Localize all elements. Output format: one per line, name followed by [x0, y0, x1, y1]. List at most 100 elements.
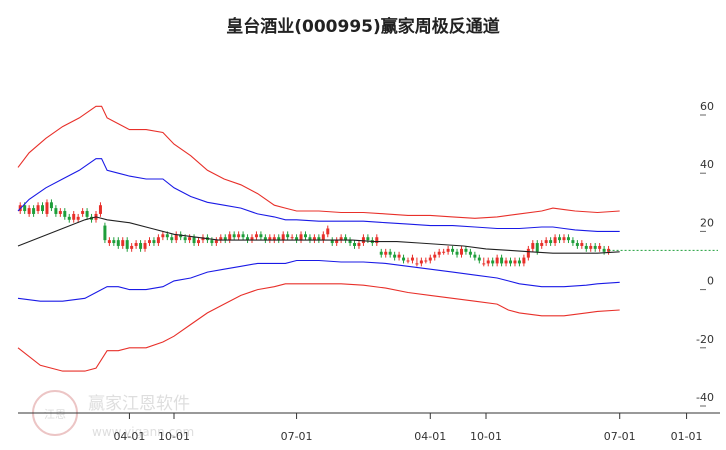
candle-body: [219, 237, 223, 241]
candle-body: [486, 260, 490, 264]
candle-body: [433, 254, 437, 258]
candle-body: [353, 243, 357, 246]
candle-body: [317, 237, 321, 241]
candle-body: [303, 234, 307, 238]
candle-body: [589, 245, 593, 249]
x-axis: 04-01 10-01 07-01 04-01 10-01 07-01 01-01: [18, 412, 720, 443]
candle-body: [446, 248, 450, 252]
candle-body: [517, 260, 521, 264]
candle-body: [188, 237, 192, 241]
candle-body: [375, 237, 379, 244]
candle-body: [437, 251, 441, 255]
candle-body: [402, 257, 406, 261]
candle-body: [379, 251, 383, 255]
candle-body: [580, 243, 584, 246]
candle-body: [388, 251, 392, 255]
candle-body: [540, 243, 544, 246]
candle-body: [107, 240, 111, 244]
candle-body: [281, 234, 285, 241]
candle-body: [464, 248, 468, 252]
y-tick-label: -20: [696, 333, 714, 346]
candle-body: [116, 240, 120, 246]
y-tick-label: 0: [707, 275, 714, 288]
candle-body: [45, 202, 49, 214]
candle-body: [397, 254, 401, 258]
candle-body: [179, 234, 183, 238]
candle-body: [393, 254, 397, 258]
candle-body: [81, 211, 85, 214]
candle-body: [312, 237, 316, 241]
channel-upper-inner-line: [17, 158, 620, 232]
candle-body: [152, 240, 156, 244]
candle-body: [130, 245, 134, 249]
candle-body: [491, 260, 495, 264]
candle-body: [344, 237, 348, 241]
candle-body: [321, 234, 325, 241]
candle-body: [348, 240, 352, 244]
candle-body: [509, 260, 513, 264]
candle-body: [415, 263, 419, 265]
candle-body: [263, 237, 267, 241]
x-tick-label: 01-01: [671, 430, 703, 443]
candle-body: [156, 237, 160, 244]
candle-body: [63, 211, 67, 217]
candle-body: [553, 237, 557, 244]
candle-body: [495, 257, 499, 264]
candle-body: [531, 243, 535, 249]
candle-body: [339, 237, 343, 241]
candle-body: [197, 240, 201, 244]
candle-body: [67, 216, 71, 220]
candle-body: [272, 237, 276, 241]
candle-body: [103, 225, 107, 241]
x-tick-label: 07-01: [281, 430, 313, 443]
candle-body: [246, 237, 250, 241]
candle-body: [214, 240, 218, 244]
candle-body: [241, 234, 245, 238]
candle-body: [170, 237, 174, 241]
candle-body: [228, 234, 232, 241]
chart-title: 皇台酒业(000995)赢家周极反通道: [226, 16, 500, 37]
channel-lower-outer-line: [17, 283, 620, 372]
candle-body: [571, 240, 575, 244]
x-tick-label: 07-01: [604, 430, 636, 443]
candle-body: [566, 237, 570, 241]
candle-body: [326, 228, 330, 235]
candle-body: [223, 237, 227, 241]
candle-body: [308, 237, 312, 241]
watermark-seal-text: 江恩: [44, 408, 66, 421]
candle-body: [504, 260, 508, 264]
candle-body: [442, 251, 446, 253]
plot-area: [17, 105, 718, 372]
candle-body: [549, 240, 553, 244]
candle-body: [357, 243, 361, 246]
candle-body: [593, 245, 597, 249]
candle-body: [49, 202, 53, 209]
candle-body: [27, 208, 31, 214]
candle-body: [330, 240, 334, 244]
candle-body: [237, 234, 241, 238]
candle-body: [36, 205, 40, 212]
candle-body: [72, 213, 76, 220]
x-tick-label: 04-01: [113, 430, 145, 443]
candle-body: [544, 240, 548, 244]
candle-body: [526, 248, 530, 258]
candle-body: [451, 248, 455, 252]
candle-body: [147, 240, 151, 244]
channel-upper-outer-line: [17, 105, 620, 219]
candle-body: [121, 240, 125, 246]
candle-body: [268, 237, 272, 241]
candle-body: [139, 243, 143, 249]
candle-body: [361, 237, 365, 244]
x-tick-label: 10-01: [470, 430, 502, 443]
candle-body: [459, 248, 463, 255]
candle-body: [112, 240, 116, 244]
candle-body: [58, 211, 62, 214]
candle-body: [513, 260, 517, 264]
candle-body: [482, 263, 486, 265]
y-tick-label: -40: [696, 391, 714, 404]
candle-body: [201, 237, 205, 241]
candle-body: [32, 208, 36, 214]
y-tick-label: 40: [700, 158, 714, 171]
